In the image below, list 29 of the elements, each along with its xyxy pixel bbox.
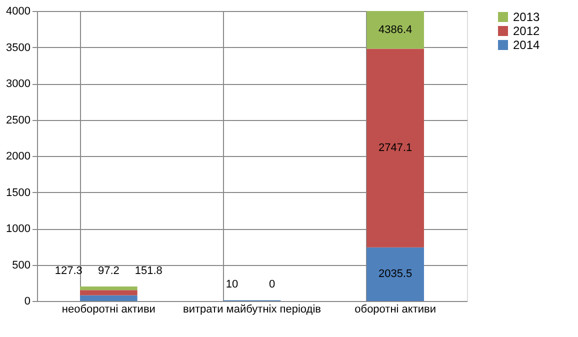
y-tick-label: 3000 xyxy=(6,78,30,90)
legend-label: 2012 xyxy=(513,24,540,38)
y-tick-label: 4000 xyxy=(6,6,30,18)
annotation: 0 xyxy=(268,278,276,291)
y-tick-label: 1500 xyxy=(6,186,30,199)
annotation: 2747.1 xyxy=(378,142,412,154)
x-tick-label: витрати майбутніх періодів xyxy=(183,304,322,316)
annotation: 127.3 xyxy=(54,264,82,277)
bar xyxy=(366,11,424,49)
annotation: 151.8 xyxy=(134,264,162,277)
annotation: 2035.5 xyxy=(378,268,412,280)
bar xyxy=(80,286,138,290)
annotation: 10 xyxy=(226,278,238,291)
x-tick-label: необоротні активи xyxy=(62,304,156,316)
y-tick-label: 0 xyxy=(24,296,30,308)
bar xyxy=(366,48,424,248)
bar xyxy=(80,290,138,296)
legend-label: 2013 xyxy=(513,10,540,24)
x-tick-label: оборотні активи xyxy=(354,304,436,316)
bar xyxy=(366,247,424,301)
legend-label: 2014 xyxy=(513,38,540,52)
annotation: 4386.4 xyxy=(378,24,412,36)
y-tick-label: 3500 xyxy=(6,42,30,54)
y-tick-label: 2500 xyxy=(6,114,30,126)
bar xyxy=(80,295,138,301)
y-tick-label: 2000 xyxy=(6,150,30,162)
y-tick-label: 1000 xyxy=(6,223,30,235)
y-tick-label: 500 xyxy=(12,259,30,272)
annotation: 97.2 xyxy=(98,264,120,277)
